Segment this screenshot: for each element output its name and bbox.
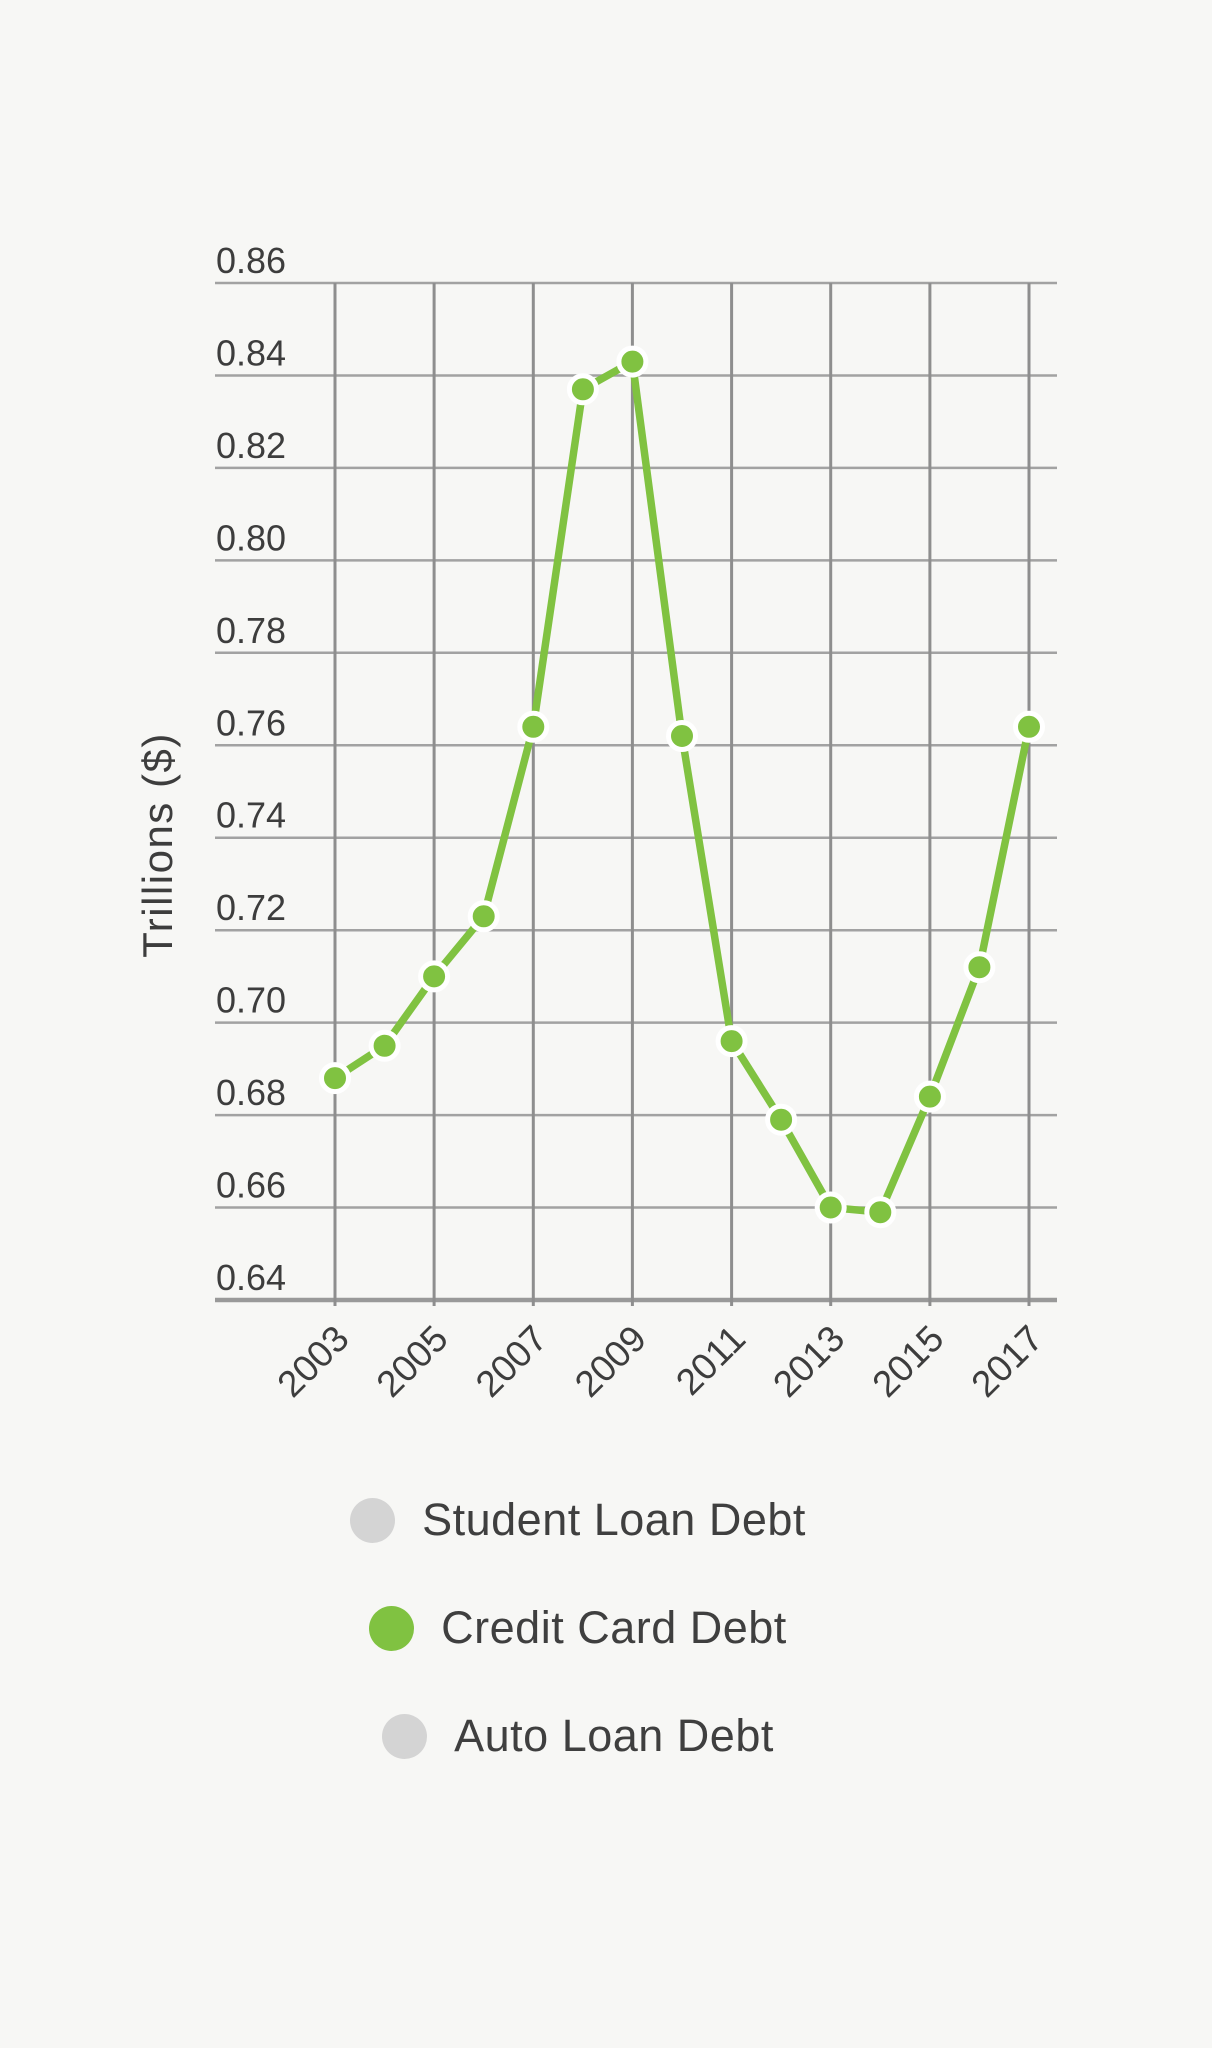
- legend-label-auto-loan-debt: Auto Loan Debt: [454, 1710, 774, 1761]
- data-point-marker[interactable]: [517, 710, 550, 743]
- data-point-marker[interactable]: [913, 1080, 946, 1113]
- y-tick-label: 0.78: [216, 610, 286, 651]
- y-tick-label: 0.68: [216, 1072, 286, 1113]
- legend-label-student-loan-debt: Student Loan Debt: [422, 1494, 806, 1545]
- legend-item-auto-loan-debt[interactable]: Auto Loan Debt: [382, 1710, 774, 1761]
- x-tick-label: 2003: [269, 1318, 356, 1405]
- y-tick-label: 0.70: [216, 980, 286, 1021]
- x-tick-label: 2013: [765, 1318, 852, 1405]
- data-point-marker[interactable]: [864, 1196, 897, 1229]
- data-point-marker[interactable]: [566, 373, 599, 406]
- data-point-marker[interactable]: [814, 1191, 847, 1224]
- y-tick-label: 0.72: [216, 887, 286, 928]
- x-tick-label: 2007: [468, 1318, 555, 1405]
- legend-dot-student-loan-debt: [350, 1497, 396, 1543]
- x-tick-label: 2015: [864, 1318, 951, 1405]
- legend-item-credit-card-debt[interactable]: Credit Card Debt: [369, 1602, 787, 1653]
- legend-dot-credit-card-debt: [369, 1605, 415, 1651]
- data-point-marker[interactable]: [616, 345, 649, 378]
- y-tick-label: 0.76: [216, 702, 286, 743]
- y-tick-label: 0.82: [216, 425, 286, 466]
- y-tick-label: 0.64: [216, 1257, 286, 1298]
- x-tick-label: 2005: [369, 1318, 456, 1405]
- debt-line-chart: 0.86 0.84 0.82 0.80 0.78 0.76 0.74 0.72 0.70 0.68…: [134, 240, 1057, 1405]
- data-point-marker[interactable]: [963, 951, 996, 984]
- series-layer: [319, 345, 1045, 1229]
- chart-legend: Student Loan Debt Credit Card Debt Auto …: [0, 1494, 1184, 1821]
- x-tick-label: 2017: [963, 1318, 1050, 1405]
- data-point-marker[interactable]: [765, 1103, 798, 1136]
- data-point-marker[interactable]: [467, 900, 500, 933]
- data-point-marker[interactable]: [715, 1025, 748, 1058]
- legend-label-credit-card-debt: Credit Card Debt: [441, 1602, 787, 1653]
- data-point-marker[interactable]: [418, 960, 451, 993]
- x-tick-label: 2009: [567, 1318, 654, 1405]
- y-tick-label: 0.86: [216, 240, 286, 281]
- data-point-marker[interactable]: [319, 1062, 351, 1095]
- grid-layer: [215, 281, 1057, 1306]
- x-tick-label: 2011: [668, 1318, 753, 1403]
- legend-item-student-loan-debt[interactable]: Student Loan Debt: [350, 1494, 806, 1545]
- y-tick-label: 0.66: [216, 1165, 286, 1206]
- data-point-marker[interactable]: [1013, 710, 1045, 743]
- y-tick-label: 0.80: [216, 517, 286, 558]
- y-tick-label: 0.74: [216, 795, 286, 836]
- y-tick-label: 0.84: [216, 333, 286, 374]
- y-axis-title: Trillions ($): [134, 732, 181, 958]
- data-point-marker[interactable]: [368, 1029, 401, 1062]
- data-point-marker[interactable]: [666, 720, 698, 752]
- legend-dot-auto-loan-debt: [382, 1713, 428, 1759]
